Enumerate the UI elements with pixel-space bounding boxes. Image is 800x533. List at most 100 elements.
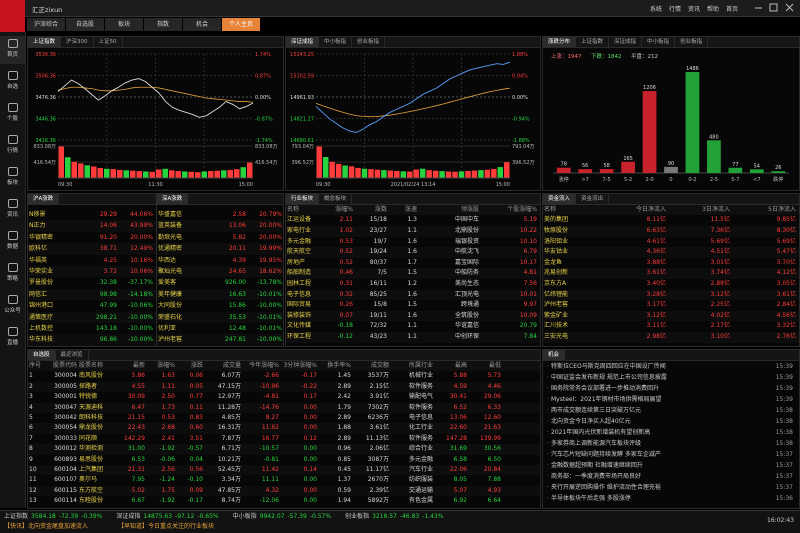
menu-item[interactable]: 行情 — [669, 6, 682, 13]
news-item[interactable]: · 北向资金今日净买入超40亿元 15:38 — [543, 416, 799, 427]
table-row[interactable]: 房地产 0.52 80/37 1.7 嘉宝国际 10.17 — [286, 258, 540, 269]
table-row[interactable]: 通策医疗 298.21 -10.00% — [28, 311, 156, 323]
table-row[interactable]: 国际贸易 0.26 15/8 1.5 跨境通 9.97 — [286, 300, 540, 311]
news-item[interactable]: · 商务部：一季度消费市场开局良好 15:37 — [543, 471, 799, 482]
menu-item[interactable]: 系统 — [650, 6, 663, 13]
table-row[interactable]: 6 300054 鼎龙股份 22.43 2.68 0.60 16.31万 11.62 0.00 1… — [28, 423, 540, 434]
table-row[interactable]: 金龙鱼 3.88亿 3.01亿 3.70亿 — [543, 258, 799, 269]
table-row[interactable]: 华荣实业 3.72 10.06% — [28, 265, 156, 278]
main-tab[interactable]: 个人主页 — [222, 18, 260, 31]
table-row[interactable]: 华银精密 91.20 20.00% — [28, 232, 156, 243]
table-row[interactable]: 锦州港口 47.99 -10.06% — [28, 300, 156, 311]
panel-tab[interactable]: 资金流入 — [543, 194, 577, 204]
table-row[interactable]: 船舶制造 0.46 7/5 1.5 中船防务 4.81 — [286, 268, 540, 279]
nav-item[interactable]: 个股 — [0, 100, 25, 128]
panel-tab[interactable]: 深证成指 — [609, 37, 643, 47]
news-item[interactable]: · 金融数据超预期 社融增速继续回升 15:37 — [543, 460, 799, 471]
table-row[interactable]: 优利亚 12.48 -10.01% — [157, 323, 283, 334]
table-row[interactable]: 11 600107 奥尔马 7.95 -1.24 -0.10 3.34万 11.11 0.00 1… — [28, 475, 540, 485]
table-row[interactable]: 5 300042 朗科科技 21.15 0.53 0.83 4.85万 8.27 0.00 2.8… — [28, 413, 540, 423]
panel-tab[interactable]: 中小板指 — [319, 37, 353, 47]
panel-tab[interactable]: 创业板指 — [352, 37, 386, 47]
nav-item[interactable]: 首页 — [0, 36, 25, 64]
table-row[interactable]: 家电行业 1.02 23/27 1.1 北鼎股份 10.22 — [286, 225, 540, 237]
main-tab[interactable]: 指数 — [144, 18, 182, 31]
news-item[interactable]: · 央行开展逆回购操作 维护流动性合理充裕 15:37 — [543, 482, 799, 493]
table-row[interactable]: 兆易创新 3.61亿 3.74亿 4.12亿 — [543, 268, 799, 279]
table-row[interactable]: 13 600114 东睦股份 6.67 -1.92 -0.17 8.74万 -12.06 0.0… — [28, 496, 540, 506]
nav-item[interactable]: 策略 — [0, 260, 25, 288]
window-controls[interactable] — [752, 3, 798, 13]
table-row[interactable]: 4 300047 天源迪科 6.47 1.73 0.11 11.28万 -14.76 0.00 1… — [28, 402, 540, 413]
nav-item[interactable]: 行情 — [0, 132, 25, 160]
nav-item[interactable]: 直播 — [0, 324, 25, 352]
index-quote[interactable]: 上证指数 3584.18 -72.39 -0.39% — [4, 512, 102, 522]
table-row[interactable]: 9 600893 易思股份 6.53 -0.06 0.04 10.21万 -0.81 0.00 0… — [28, 455, 540, 465]
table-row[interactable]: 泸州老窖 3.17亿 2.25亿 2.84亿 — [543, 300, 799, 311]
table-row[interactable]: 京东方A 3.40亿 2.88亿 3.05亿 — [543, 279, 799, 290]
index-quote[interactable]: 深证成指 14875.63 -97.12 -0.65% — [116, 512, 218, 522]
table-row[interactable]: 电子信息 0.32 85/25 1.6 汇顶光电 10.01 — [286, 289, 540, 301]
panel-tab[interactable]: 涨跌分布 — [543, 37, 577, 47]
table-row[interactable]: 美的集团 8.11亿 11.5亿 9.85亿 — [543, 215, 799, 226]
table-row[interactable]: 华东科技 96.86 -10.00% — [28, 334, 156, 346]
table-row[interactable]: 大同股份 15.86 -10.00% — [157, 300, 283, 311]
main-tab[interactable]: 机会 — [183, 18, 221, 31]
table-row[interactable]: 7 300033 同花顺 142.29 2.41 3.51 7.87万 16.77 0.12 2.… — [28, 434, 540, 444]
panel-tab[interactable]: 中小板指 — [642, 37, 676, 47]
news-item[interactable]: · Mysteel：2021年钢材市场供需格局展望 15:39 — [543, 394, 799, 405]
table-row[interactable]: 荣盛石化 35.53 -10.01% — [157, 311, 283, 323]
panel-tab[interactable]: 沪深300 — [61, 37, 94, 47]
menu-item[interactable]: 帮助 — [707, 6, 720, 13]
table-row[interactable]: 紫金矿业 3.12亿 4.02亿 4.56亿 — [543, 310, 799, 322]
table-row[interactable]: 聚灿光电 24.65 18.62% — [157, 265, 283, 278]
menu-item[interactable]: 资讯 — [688, 6, 701, 13]
nav-item[interactable]: 公众号 — [0, 292, 25, 320]
nav-item[interactable]: 自选 — [0, 68, 25, 96]
table-row[interactable]: 环保工程 -0.12 43/23 1.1 中创环保 7.84 — [286, 331, 540, 343]
table-row[interactable]: 欧科亿 38.71 12.49% — [28, 243, 156, 255]
table-row[interactable]: 蓝英装备 13.06 20.00% — [157, 220, 283, 232]
table-row[interactable]: 牧原股份 6.63亿 7.36亿 8.30亿 — [543, 225, 799, 237]
news-item[interactable]: · 汽车芯片短缺问题持续发酵 多家车企减产 15:37 — [543, 449, 799, 460]
table-row[interactable]: 园林工程 0.31 16/11 1.2 美尚生态 7.56 — [286, 279, 540, 290]
table-row[interactable]: 1 300004 南风股份 5.86 1.63 0.06 6.07万 -2.66 -0.17 1.… — [28, 371, 540, 381]
nav-item[interactable]: 板块 — [0, 164, 25, 192]
table-row[interactable]: 江运设备 2.11 15/18 1.3 中国中车 5.19 — [286, 215, 540, 226]
table-row[interactable]: 三安光电 2.98亿 3.10亿 2.76亿 — [543, 331, 799, 343]
main-tab[interactable]: 自选股 — [66, 18, 104, 31]
panel-tab[interactable]: 深A涨跌 — [157, 194, 189, 204]
table-row[interactable]: 华友钴业 4.36亿 4.51亿 5.47亿 — [543, 247, 799, 258]
table-row[interactable]: 装修装饰 0.07 19/11 1.6 全筑股份 10.09 — [286, 310, 540, 322]
panel-tab[interactable]: 自选股 — [28, 350, 56, 360]
news-item[interactable]: · 2021年国内光伏新增装机有望创新高 15:38 — [543, 427, 799, 438]
table-row[interactable]: 文化传媒 -0.18 72/32 1.1 华谊嘉信 20.79 — [286, 321, 540, 332]
table-row[interactable]: 2 300005 探路者 4.55 1.11 0.05 47.15万 -10.96 -0.22 2… — [28, 381, 540, 393]
index-quote[interactable]: 创业板指 3218.57 -46.83 -1.43% — [345, 512, 443, 522]
table-row[interactable]: 罗曼股份 32.38 -37.17% — [28, 277, 156, 288]
table-row[interactable]: 10 600104 上汽集团 21.31 2.56 0.56 52.45万 11.42 0.14… — [28, 464, 540, 476]
panel-tab[interactable]: 最近浏览 — [56, 350, 89, 360]
index-quote[interactable]: 中小板指 9942.07 -57.39 -0.57% — [233, 512, 331, 522]
ticker-item[interactable]: 【早知道】今日重点关注的行业板块 — [118, 523, 215, 530]
menu-item[interactable]: 首页 — [726, 6, 739, 13]
news-item[interactable]: · 中国证监会发布新规 规范上市公司信息披露 15:39 — [543, 372, 799, 383]
news-item[interactable]: · 国务院常务会议部署进一步推动消费回升 15:39 — [543, 383, 799, 394]
news-item[interactable]: · 两市成交额连续第三日突破万亿元 15:38 — [543, 405, 799, 416]
table-row[interactable]: 航天航空 0.52 19/24 1.6 中航沈飞 6.79 — [286, 247, 540, 258]
table-row[interactable]: 美年健康 16.63 -10.01% — [157, 288, 283, 301]
panel-tab[interactable]: 沪A涨跌 — [28, 194, 60, 204]
table-row[interactable]: 泸州老窖 247.81 -10.00% — [157, 334, 283, 346]
table-row[interactable]: 华西达 4.39 19.95% — [157, 255, 283, 266]
table-row[interactable]: 8 300012 华测检测 31.00 -1.92 -0.57 6.71万 -10.57 0.0… — [28, 444, 540, 455]
nav-item[interactable]: 数据 — [0, 228, 25, 256]
table-row[interactable]: 上机数控 143.18 -10.00% — [28, 323, 156, 334]
panel-tab[interactable]: 创业板指 — [675, 37, 709, 47]
news-item[interactable]: · 特斯拉CEO马斯克周四回应在中国设厂传闻 15:39 — [543, 361, 799, 372]
table-row[interactable]: 多元金融 0.53 19/7 1.6 瑞银投资 10.10 — [286, 237, 540, 248]
ticker-item[interactable]: 【快讯】北向资金尾盘加速流入 — [4, 523, 89, 530]
panel-tab[interactable]: 上证指数 — [576, 37, 610, 47]
table-row[interactable]: N移景 29.29 44.06% — [28, 209, 156, 220]
table-row[interactable]: 网信汇 98.98 -14.18% — [28, 288, 156, 301]
news-item[interactable]: · 多家券商上调新能源汽车板块评级 15:38 — [543, 438, 799, 449]
